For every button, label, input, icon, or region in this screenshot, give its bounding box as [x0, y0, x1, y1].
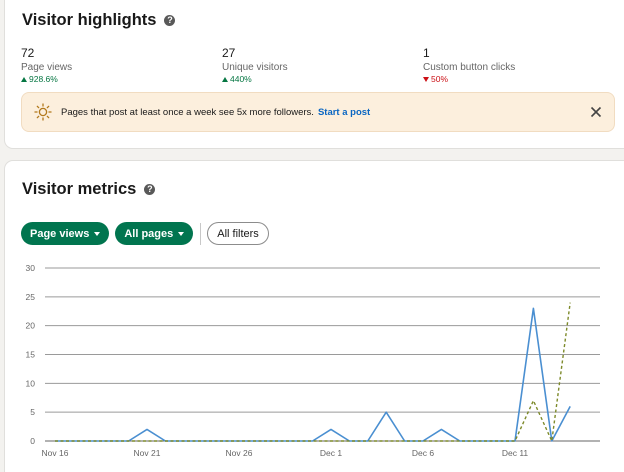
help-icon[interactable]: ?: [164, 15, 176, 26]
y-tick-label: 10: [26, 378, 36, 388]
divider: [200, 222, 202, 245]
caret-down-icon: [94, 231, 101, 236]
visitor-metrics-title: Visitor metrics ?: [22, 180, 156, 199]
lightbulb-icon: [34, 103, 52, 121]
arrow-up-icon: [222, 76, 228, 82]
chart-series: [55, 302, 571, 442]
visitor-highlights-card: Visitor highlights ? 72 Page views 928.6…: [5, 0, 624, 148]
x-tick-label: Dec 11: [502, 448, 529, 458]
x-tick-label: Nov 26: [226, 448, 253, 458]
change-indicator: 928.6%: [21, 74, 72, 84]
banner-text: Pages that post at least once a week see…: [61, 106, 314, 118]
start-a-post-link[interactable]: Start a post: [317, 106, 371, 118]
y-tick-label: 30: [26, 263, 36, 273]
chart-grid: [45, 267, 600, 442]
y-tick-label: 5: [30, 407, 35, 417]
x-tick-label: Nov 21: [134, 448, 161, 458]
change-indicator: 440%: [222, 74, 288, 84]
arrow-down-icon: [423, 76, 429, 82]
y-tick-label: 0: [30, 436, 35, 446]
all-filters-button[interactable]: All filters: [207, 222, 269, 245]
y-tick-label: 25: [26, 292, 36, 302]
visitor-metrics-card: Visitor metrics ? Page views All pages A…: [5, 161, 624, 472]
metric-unique-visitors[interactable]: 27 Unique visitors 440%: [222, 46, 288, 84]
metric-page-views[interactable]: 72 Page views 928.6%: [21, 46, 73, 84]
x-axis: Nov 16 Nov 21 Nov 26 Dec 1 Dec 6 Dec 11: [42, 448, 529, 458]
visitor-metrics-chart: 0 5 10 15 20 25 30 Nov 16 Nov 21 Nov 26 Dec 1 Dec …: [26, 263, 600, 458]
arrow-up-icon: [21, 76, 27, 82]
y-tick-label: 20: [26, 321, 36, 331]
x-tick-label: Nov 16: [42, 448, 69, 458]
metric-custom-button-clicks[interactable]: 1 Custom button clicks 50%: [423, 46, 516, 84]
close-icon[interactable]: [588, 104, 604, 120]
pages-dropdown[interactable]: All pages: [115, 222, 194, 245]
metric-dropdown[interactable]: Page views: [21, 222, 110, 245]
y-tick-label: 15: [26, 350, 36, 360]
y-axis: 0 5 10 15 20 25 30: [26, 263, 36, 446]
caret-down-icon: [178, 231, 185, 236]
tip-banner: Pages that post at least once a week see…: [21, 92, 615, 132]
series-line-solid: [55, 307, 571, 442]
x-tick-label: Dec 1: [320, 448, 342, 458]
series-line-dashed: [55, 302, 571, 442]
visitor-highlights-title: Visitor highlights ?: [22, 11, 176, 30]
help-icon[interactable]: ?: [144, 184, 156, 195]
filter-bar: Page views All pages All filters: [21, 222, 269, 245]
change-indicator: 50%: [423, 74, 515, 84]
x-tick-label: Dec 6: [412, 448, 434, 458]
